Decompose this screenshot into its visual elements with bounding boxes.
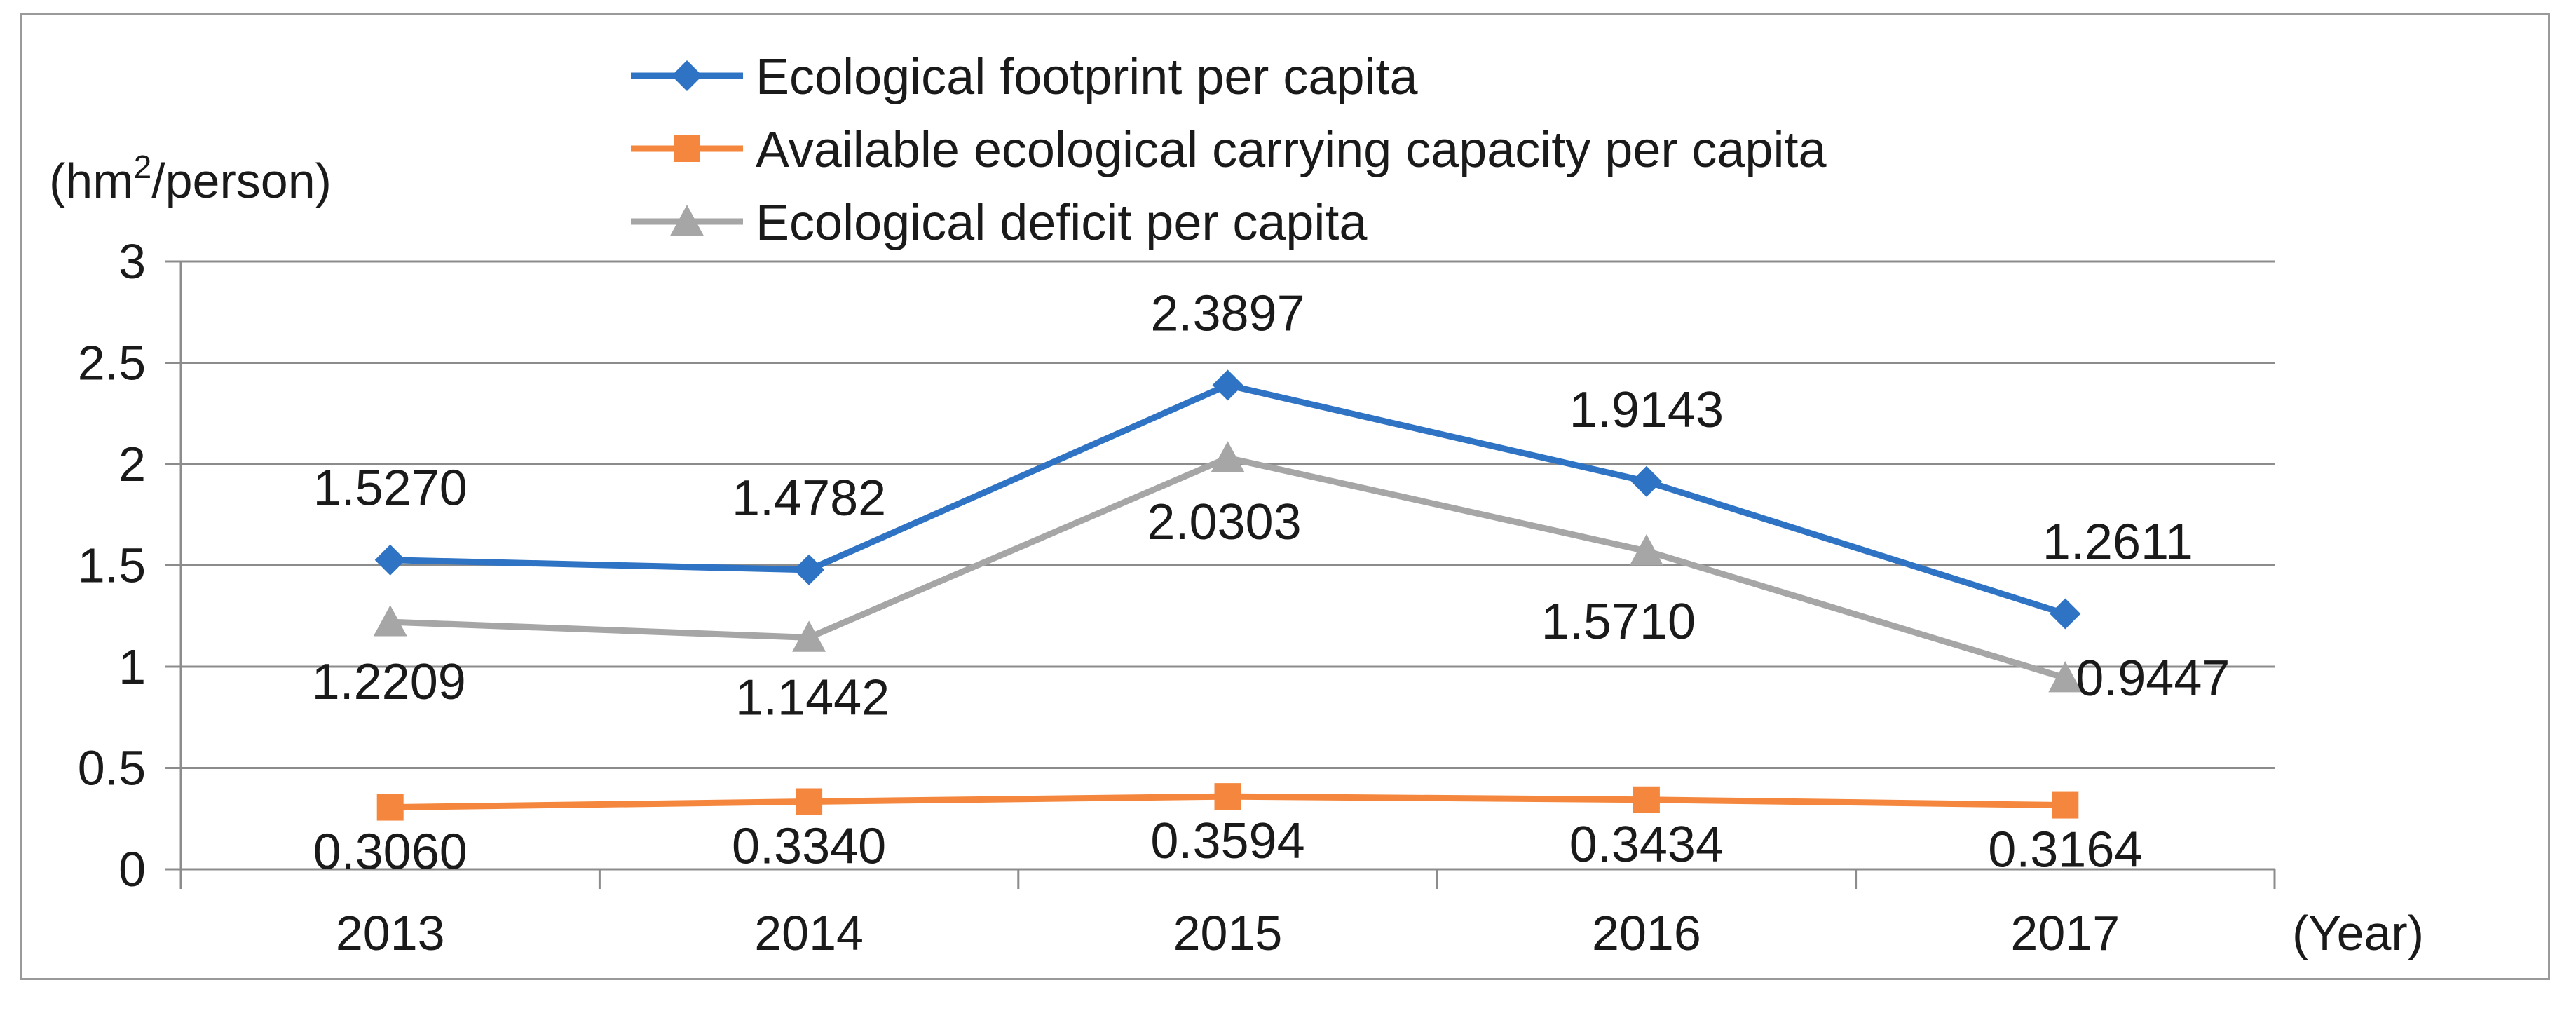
y-tick-label: 2.5 <box>78 336 146 390</box>
x-tick-labels: 2013 2014 2015 2016 2017 <box>336 906 2120 960</box>
x-tick-label: 2016 <box>1592 906 1701 960</box>
series-markers <box>373 369 2083 821</box>
triangle-marker <box>2048 660 2083 693</box>
data-label: 1.9143 <box>1569 382 1724 438</box>
diamond-marker <box>793 554 825 585</box>
diamond-marker <box>1630 465 1662 497</box>
data-label: 2.0303 <box>1147 494 1301 550</box>
triangle-marker <box>670 205 704 236</box>
legend-entry: Ecological deficit per capita <box>756 195 1368 251</box>
triangle-marker <box>792 620 826 652</box>
data-label: 1.1442 <box>735 669 890 726</box>
diamond-marker <box>672 60 702 91</box>
diamond-marker <box>1212 369 1243 401</box>
square-marker <box>796 788 823 815</box>
legend-entry: Available ecological carrying capacity p… <box>756 122 1827 178</box>
legend: Ecological footprint per capita Available… <box>631 49 1827 251</box>
triangle-marker <box>1211 441 1245 472</box>
y-tick-label: 1.5 <box>78 538 146 593</box>
data-label: 1.2209 <box>312 654 466 710</box>
data-label: 0.3060 <box>313 824 468 881</box>
triangle-marker <box>373 605 407 637</box>
diamond-marker <box>374 544 406 576</box>
y-tick-label: 1 <box>118 639 146 694</box>
y-tick-labels: 0 0.5 1 1.5 2 2.5 3 <box>78 234 146 897</box>
data-label: 2.3897 <box>1150 285 1304 341</box>
square-marker <box>376 794 404 821</box>
data-label: 0.3594 <box>1150 813 1304 869</box>
square-marker <box>1214 783 1241 810</box>
data-label: 0.9447 <box>2076 651 2230 707</box>
y-tick-label: 3 <box>118 234 146 289</box>
y-tick-label: 2 <box>118 437 146 491</box>
y-axis-label-superscript: 2 <box>134 149 152 185</box>
y-axis-label-base: (hm <box>49 154 134 208</box>
square-marker <box>674 135 700 162</box>
data-label: 0.3434 <box>1569 817 1724 873</box>
y-tick-label: 0.5 <box>78 741 146 796</box>
data-labels: 1.5270 1.4782 2.3897 1.9143 1.2611 0.3060 0.33… <box>312 285 2230 880</box>
x-tick-label: 2013 <box>336 906 445 960</box>
x-axis-label: (Year) <box>2292 906 2424 960</box>
data-label: 1.2611 <box>2043 515 2193 571</box>
data-label: 0.3340 <box>732 818 886 874</box>
data-label: 1.5710 <box>1541 594 1696 650</box>
data-label: 0.3164 <box>1988 822 2142 878</box>
triangle-marker <box>1629 533 1663 566</box>
y-axis-label-tail: /person) <box>151 154 332 208</box>
x-tick-label: 2017 <box>2010 906 2120 960</box>
legend-entry: Ecological footprint per capita <box>756 49 1419 105</box>
x-tick-label: 2014 <box>754 906 864 960</box>
data-label: 1.4782 <box>732 470 886 526</box>
chart-frame <box>20 13 2550 980</box>
diamond-marker <box>2050 598 2081 630</box>
x-tick-label: 2015 <box>1173 906 1283 960</box>
square-marker <box>1633 786 1660 813</box>
y-axis-label: (hm2/person) <box>49 149 332 208</box>
data-label: 1.5270 <box>313 461 468 517</box>
y-tick-label: 0 <box>118 842 146 897</box>
square-marker <box>2052 791 2079 819</box>
axes <box>165 260 2276 889</box>
